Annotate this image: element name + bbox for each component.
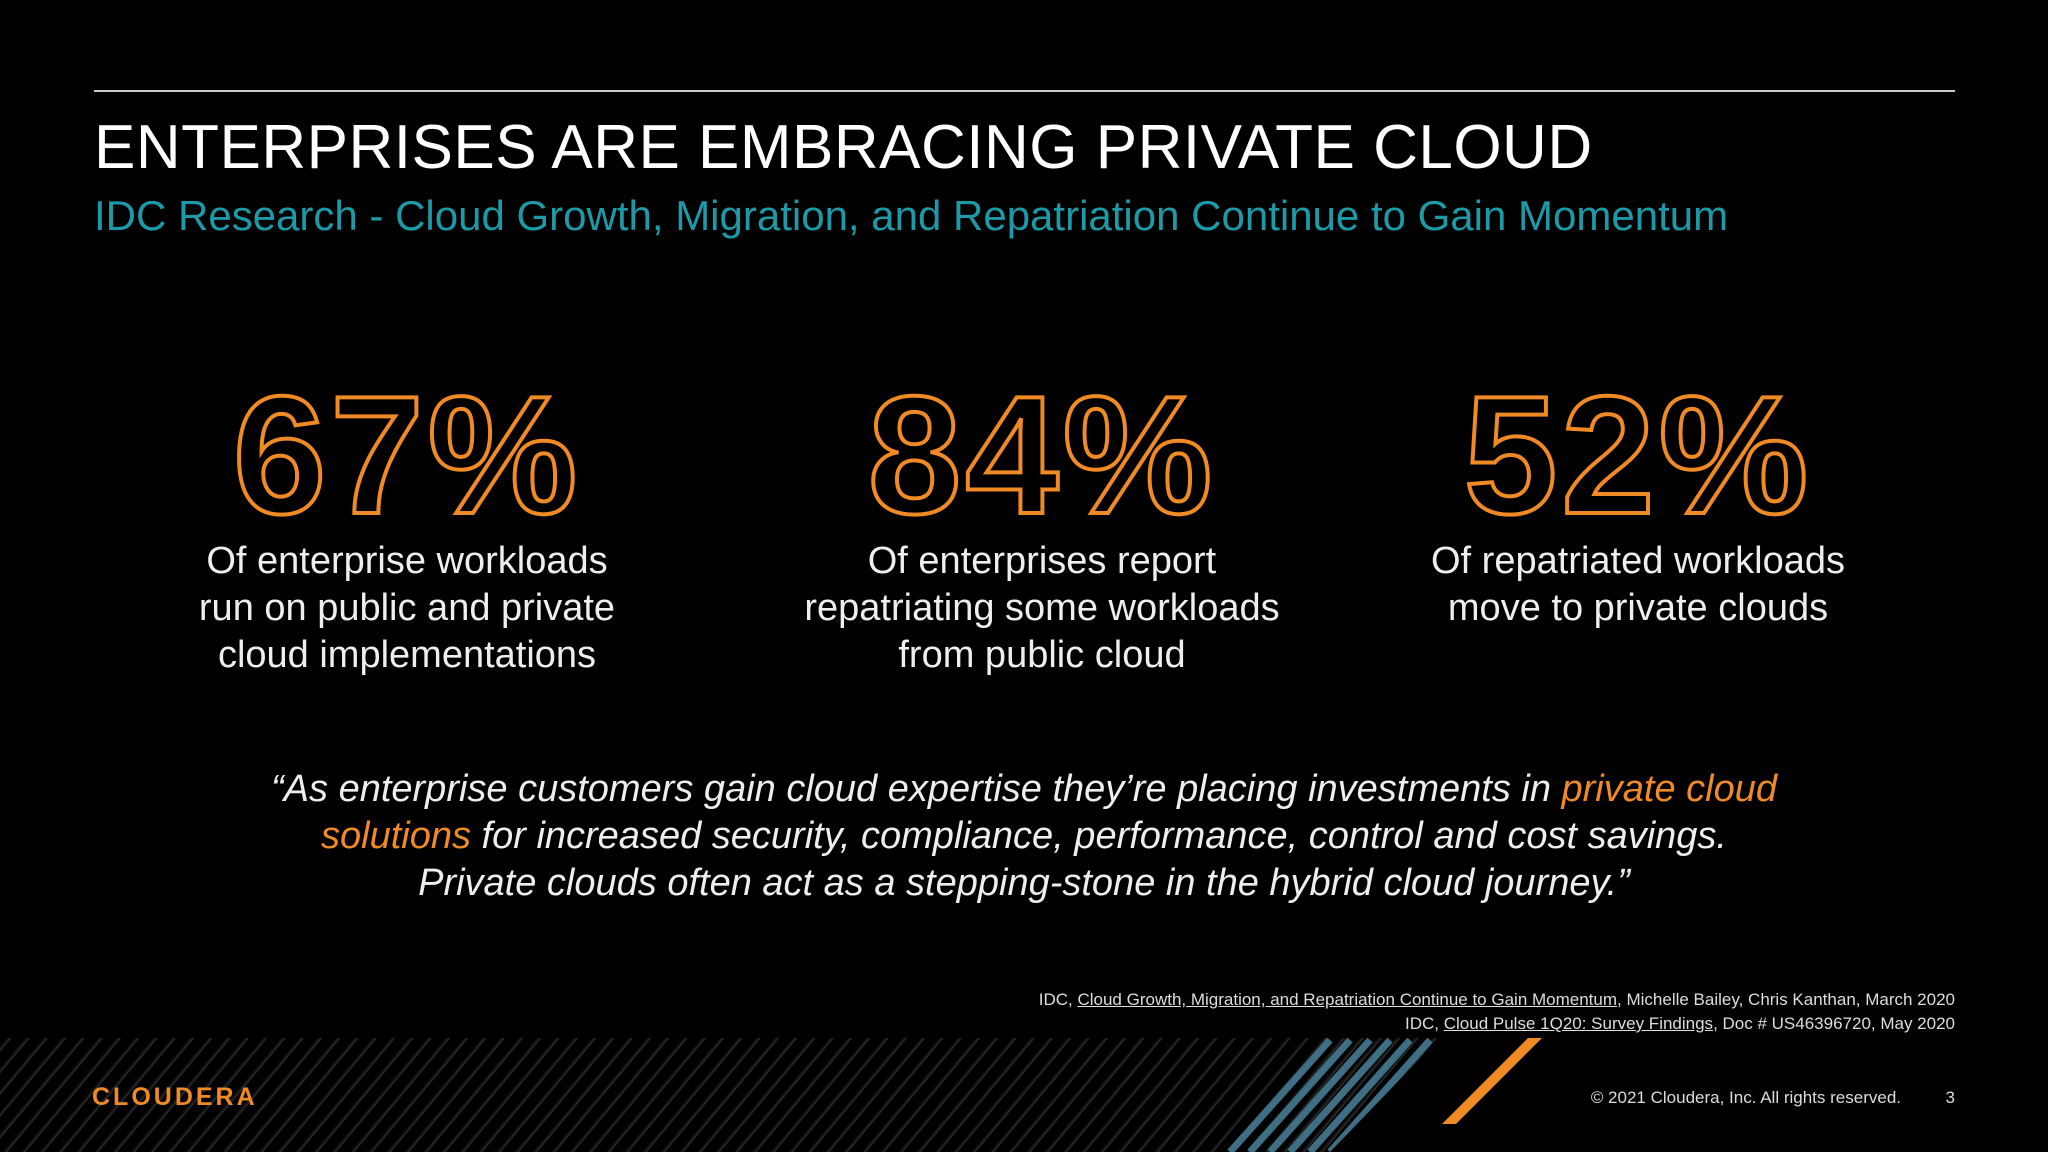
- stat-value: 84%: [866, 361, 1217, 549]
- stat-value: 67%: [231, 361, 582, 549]
- description-line: Of enterprises report: [867, 540, 1217, 582]
- footnote: IDC, Cloud Growth, Migration, and Repatr…: [1039, 988, 1955, 1012]
- stat: 84% Of enterprises report repatriating som…: [722, 361, 1362, 679]
- quote: “As enterprise customers gain cloud expe…: [0, 766, 2048, 907]
- description-line: move to private clouds: [1447, 587, 1829, 629]
- quote-line: Private clouds often act as a stepping-s…: [0, 860, 2048, 907]
- stat-description: Of enterprise workloads run on public and…: [87, 538, 727, 679]
- description-line: from public cloud: [898, 634, 1186, 676]
- quote-line: solutions for increased security, compli…: [0, 813, 2048, 860]
- logo: CLOUDERA: [92, 1083, 258, 1111]
- footnote-suffix: , Doc # US46396720, May 2020: [1713, 1014, 1955, 1033]
- quote-highlight: solutions: [321, 815, 471, 857]
- copyright: © 2021 Cloudera, Inc. All rights reserve…: [1590, 1088, 1901, 1107]
- quote-line: “As enterprise customers gain cloud expe…: [0, 766, 2048, 813]
- description-line: cloud implementations: [217, 634, 597, 676]
- stat-value: 52%: [1462, 361, 1813, 549]
- description-line: run on public and private: [198, 587, 616, 629]
- quote-text: Private clouds often act as a stepping-s…: [418, 862, 1630, 904]
- description-line: repatriating some workloads: [804, 587, 1280, 629]
- footnotes: IDC, Cloud Growth, Migration, and Repatr…: [1039, 988, 1955, 1036]
- quote-text: “As enterprise customers gain cloud expe…: [271, 768, 1562, 810]
- stripes: [0, 1038, 1440, 1152]
- quote-highlight: private cloud: [1561, 768, 1777, 810]
- description-line: Of repatriated workloads: [1431, 540, 1845, 582]
- footnote-prefix: IDC,: [1038, 990, 1078, 1009]
- footnote-prefix: IDC,: [1405, 1014, 1444, 1033]
- footnote: IDC, Cloud Pulse 1Q20: Survey Findings, …: [1039, 1012, 1955, 1036]
- footnote-title: Cloud Growth, Migration, and Repatriatio…: [1077, 990, 1618, 1009]
- subtitle: IDC Research - Cloud Growth, Migration, …: [94, 192, 1729, 239]
- page-number: 3: [1945, 1088, 1955, 1107]
- quote-text: for increased security, compliance, perf…: [470, 815, 1727, 857]
- footnote-suffix: , Michelle Bailey, Chris Kanthan, March …: [1617, 990, 1955, 1009]
- description-line: Of enterprise workloads: [206, 540, 608, 582]
- footnote-title: Cloud Pulse 1Q20: Survey Findings: [1443, 1014, 1714, 1033]
- accent-stripe: [1442, 1038, 1542, 1124]
- stat: 67% Of enterprise workloads run on public …: [87, 361, 727, 679]
- title: ENTERPRISES ARE EMBRACING PRIVATE CLOUD: [94, 113, 1593, 182]
- stat-description: Of repatriated workloads move to private …: [1318, 538, 1958, 632]
- stat: 52% Of repatriated workloads move to priva…: [1318, 361, 1958, 632]
- stat-description: Of enterprises report repatriating some w…: [722, 538, 1362, 679]
